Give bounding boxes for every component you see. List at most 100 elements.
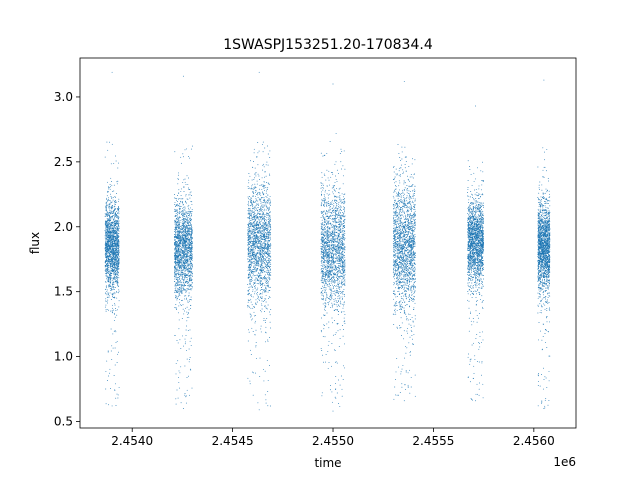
data-point — [117, 222, 119, 224]
data-point — [265, 253, 267, 254]
data-point — [174, 278, 176, 280]
data-point — [174, 268, 176, 270]
data-point — [106, 242, 108, 244]
data-point — [257, 230, 259, 231]
data-point — [178, 280, 180, 282]
data-point — [259, 179, 261, 180]
data-point — [252, 243, 254, 245]
data-point — [252, 251, 254, 253]
data-point — [179, 287, 181, 289]
data-point — [176, 223, 178, 225]
data-point — [260, 238, 262, 239]
data-point — [255, 242, 257, 244]
data-point — [109, 283, 111, 285]
data-point — [105, 241, 107, 243]
data-point — [109, 241, 111, 243]
data-point — [180, 242, 182, 244]
data-point — [106, 278, 107, 280]
data-point — [189, 220, 191, 221]
data-point — [114, 304, 116, 306]
data-point — [183, 214, 185, 216]
data-point — [111, 268, 113, 270]
data-point — [264, 244, 266, 246]
data-point — [260, 287, 262, 288]
data-point — [181, 235, 183, 237]
data-point — [182, 214, 184, 216]
data-point — [117, 250, 119, 252]
data-point — [106, 253, 108, 255]
data-point — [116, 213, 117, 215]
data-point — [115, 277, 117, 279]
data-point — [265, 164, 267, 166]
data-point — [105, 300, 107, 302]
data-point — [184, 247, 186, 249]
data-point — [181, 264, 183, 266]
data-point — [248, 288, 250, 290]
data-point — [108, 285, 110, 287]
data-point — [117, 210, 119, 211]
data-point — [175, 294, 177, 296]
data-point — [249, 253, 251, 255]
data-point — [257, 152, 259, 154]
data-point — [187, 260, 189, 262]
data-point — [116, 362, 118, 363]
data-point — [257, 267, 259, 269]
data-point — [189, 194, 191, 196]
data-point — [189, 247, 190, 249]
data-point — [180, 258, 182, 260]
data-point — [191, 243, 193, 244]
data-point — [185, 217, 186, 219]
data-point — [269, 252, 271, 254]
data-point — [179, 205, 181, 207]
data-point — [259, 185, 261, 187]
data-point — [116, 230, 118, 232]
data-point — [253, 251, 255, 253]
data-point — [118, 207, 119, 209]
data-point — [191, 237, 193, 239]
data-point — [114, 389, 116, 391]
data-point — [259, 309, 261, 311]
data-point — [189, 277, 191, 279]
data-point — [108, 247, 110, 249]
data-point — [253, 188, 255, 190]
data-point — [179, 266, 181, 268]
data-point — [109, 220, 111, 221]
data-point — [184, 243, 186, 245]
data-point — [247, 246, 249, 248]
data-point — [114, 209, 115, 211]
data-point — [185, 252, 187, 254]
data-point — [178, 238, 180, 240]
data-point — [269, 215, 271, 217]
data-point — [111, 196, 113, 198]
data-point — [260, 239, 262, 240]
data-point — [253, 218, 255, 220]
data-point — [188, 189, 190, 191]
data-point — [260, 184, 262, 186]
data-point — [108, 268, 110, 270]
data-point — [187, 222, 189, 224]
data-point — [114, 224, 116, 226]
data-point — [186, 263, 188, 265]
data-point — [251, 272, 253, 274]
data-point — [178, 328, 180, 330]
data-point — [182, 256, 184, 258]
data-point — [255, 278, 257, 280]
data-point — [179, 233, 180, 235]
data-point — [116, 292, 118, 294]
data-point — [189, 251, 191, 253]
data-point — [180, 265, 182, 267]
data-point — [250, 285, 252, 287]
data-point — [182, 198, 184, 200]
data-point — [252, 194, 254, 196]
data-point — [118, 250, 120, 252]
data-point — [113, 184, 115, 186]
data-point — [105, 227, 107, 229]
data-point — [260, 275, 262, 277]
data-point — [114, 279, 116, 280]
data-point — [117, 262, 119, 264]
data-point — [258, 150, 260, 152]
data-point — [105, 247, 106, 249]
data-point — [255, 302, 257, 304]
data-point — [175, 215, 177, 216]
data-point — [256, 293, 257, 295]
